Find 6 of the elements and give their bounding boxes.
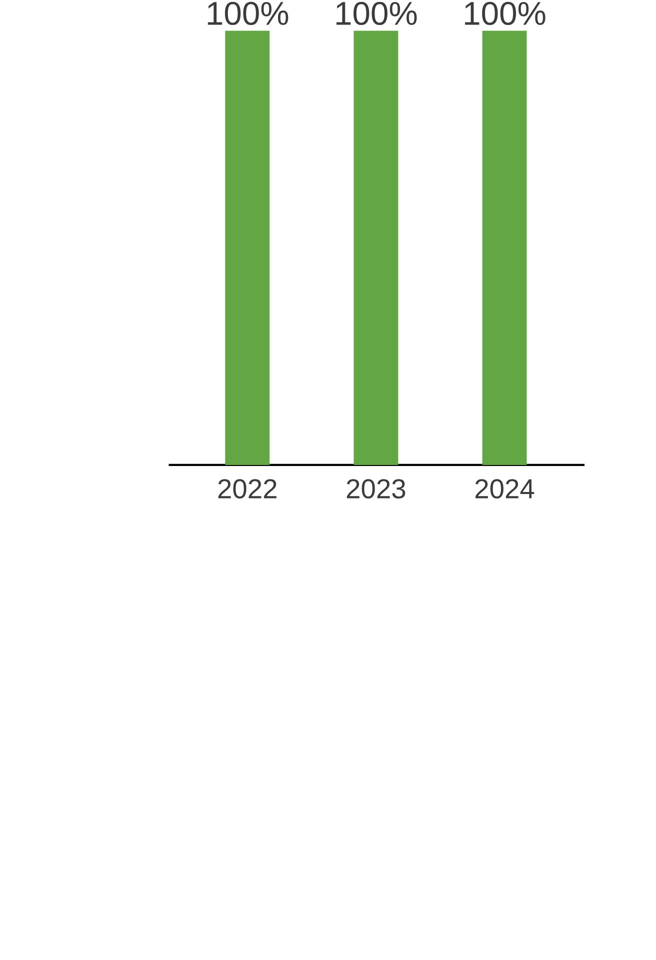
data-label: 100%: [208, 2, 288, 26]
x-tick-label: 2022: [218, 479, 276, 498]
x-tick-label: 2023: [346, 479, 405, 498]
data-label: 100%: [336, 2, 417, 26]
x-tick-label: 2024: [475, 479, 534, 498]
data-label: 100%: [464, 2, 546, 26]
